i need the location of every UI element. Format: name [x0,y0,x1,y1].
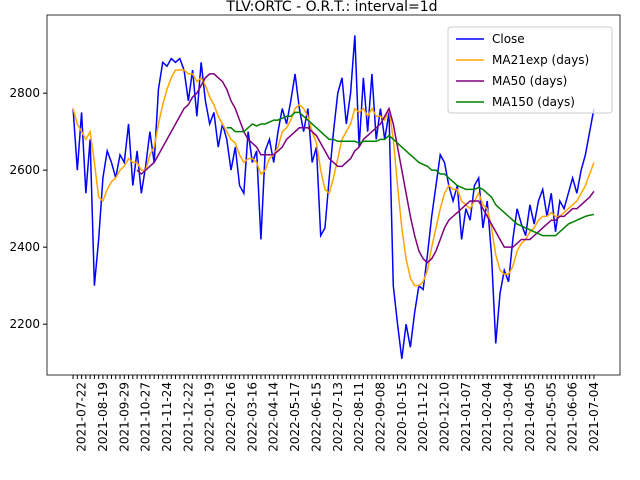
x-tick-label: 2020-11-12 [416,382,430,452]
x-tick-label: 2022-01-19 [203,382,217,452]
x-tick-label: 2021-03-04 [502,382,516,452]
y-tick-label: 2800 [9,86,40,100]
legend-label: MA50 (days) [492,74,567,88]
x-tick-label: 2022-07-13 [331,382,345,452]
x-tick-label: 2022-04-14 [267,382,281,452]
x-tick-label: 2020-10-15 [395,382,409,452]
x-tick-label: 2021-07-04 [587,382,601,452]
series-line [226,111,595,237]
x-tick-label: 2021-01-07 [459,382,473,452]
x-tick-label: 2021-08-19 [96,382,110,452]
x-tick-label: 2022-05-17 [288,382,302,452]
legend-box [447,26,613,114]
series-line [72,35,595,359]
y-tick-label: 2400 [9,240,40,254]
x-tick-label: 2021-05-05 [544,382,558,452]
chart-title: TLV:ORTC - O.R.T.: interval=1d [225,0,437,15]
series-line [136,73,595,264]
x-tick-label: 2021-10-27 [139,382,153,452]
x-tick-label: 2021-06-06 [566,382,580,452]
x-tick-label: 2021-04-05 [523,382,537,452]
x-tick-label: 2020-12-10 [438,382,452,452]
x-tick-label: 2022-06-15 [309,382,323,452]
series-line [72,69,595,287]
x-tick-label: 2022-02-16 [224,382,238,452]
legend-label: MA150 (days) [492,95,575,109]
x-tick-label: 2021-07-22 [75,382,89,452]
x-tick-label: 2021-11-24 [160,382,174,452]
y-tick-label: 2200 [9,317,40,331]
x-tick-label: 2022-03-16 [245,382,259,452]
legend-label: MA21exp (days) [492,53,589,67]
plot-frame [46,14,621,376]
x-tick-label: 2021-09-29 [117,382,131,452]
legend-label: Close [492,32,525,46]
x-tick-label: 2022-09-08 [373,382,387,452]
legend: Close MA21exp (days) MA50 (days) MA150 (day… [447,26,613,114]
x-tick-label: 2021-02-04 [480,382,494,452]
x-tick-label: 2022-08-11 [352,382,366,452]
y-tick-label: 2600 [9,163,40,177]
x-tick-label: 2021-12-22 [181,382,195,452]
